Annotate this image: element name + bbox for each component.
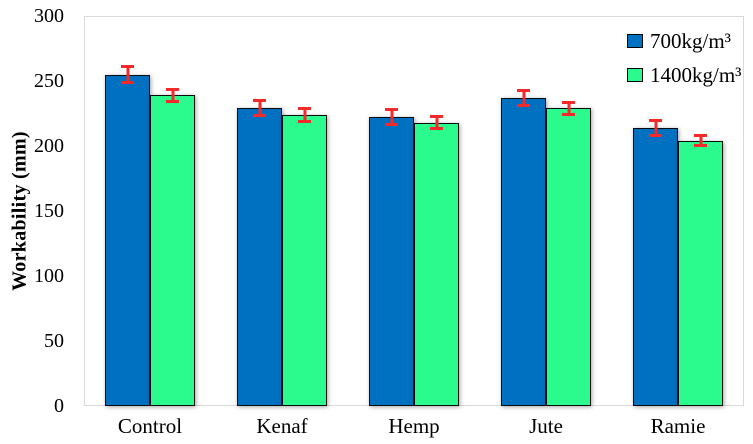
legend-label-700: 700kg/m³ (650, 28, 731, 53)
legend: 700kg/m³ 1400kg/m³ (627, 28, 741, 96)
error-bar-control-700 (121, 65, 134, 84)
error-bar-control-1400 (166, 87, 179, 104)
error-bar-jute-700 (517, 88, 530, 107)
bar-jute-1400 (546, 108, 591, 406)
y-tick-200: 200 (34, 135, 64, 157)
error-bar-ramie-1400 (694, 134, 707, 148)
x-label-kenaf: Kenaf (256, 414, 308, 438)
bar-control-700 (105, 74, 150, 406)
y-tick-50: 50 (44, 330, 64, 352)
legend-swatch-700 (627, 34, 643, 48)
x-label-control: Control (117, 414, 183, 438)
error-bar-kenaf-1400 (298, 107, 311, 123)
bar-kenaf-700 (237, 108, 282, 406)
bar-ramie-1400 (678, 140, 723, 406)
y-tick-150: 150 (34, 200, 64, 222)
y-tick-300: 300 (34, 5, 64, 27)
legend-item-1400: 1400kg/m³ (627, 62, 741, 88)
error-bar-kenaf-700 (253, 99, 266, 118)
error-bar-jute-1400 (562, 100, 575, 117)
legend-label-1400: 1400kg/m³ (650, 62, 742, 87)
bar-control-1400 (150, 95, 195, 406)
error-bar-hemp-1400 (430, 114, 443, 131)
error-bar-hemp-700 (385, 108, 398, 127)
x-label-hemp: Hemp (388, 414, 440, 438)
bar-hemp-1400 (414, 122, 459, 406)
legend-item-700: 700kg/m³ (627, 28, 741, 54)
x-label-ramie: Ramie (650, 414, 706, 438)
bar-jute-700 (501, 97, 546, 406)
x-label-jute: Jute (529, 414, 563, 438)
bar-ramie-700 (633, 127, 678, 406)
bar-hemp-700 (369, 117, 414, 406)
y-tick-0: 0 (54, 395, 64, 417)
y-tick-250: 250 (34, 70, 64, 92)
bar-kenaf-1400 (282, 114, 327, 406)
y-tick-100: 100 (34, 265, 64, 287)
legend-swatch-1400 (627, 68, 643, 82)
error-bar-ramie-700 (649, 118, 662, 137)
